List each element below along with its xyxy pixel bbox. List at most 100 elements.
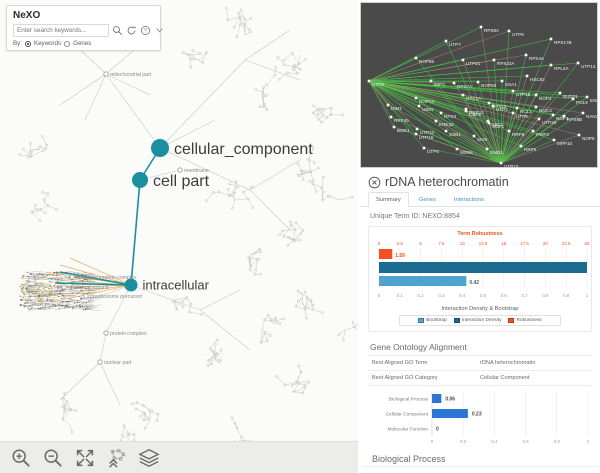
svg-text:0.1: 0.1: [397, 293, 404, 298]
gene-interaction-network-panel[interactable]: UTP9 NOP56 UTP7 RPS8A UTP6 RPS17B UTP21 RPS22A R…: [360, 2, 598, 168]
svg-text:ENP1: ENP1: [590, 98, 598, 103]
go-category-value: Cellular Component: [480, 375, 530, 381]
search-panel[interactable]: NeXO ? By:: [6, 5, 163, 51]
svg-text:RPS4A: RPS4A: [529, 56, 545, 61]
svg-text:NOP6: NOP6: [582, 136, 595, 141]
svg-text:mitochondrial part: mitochondrial part: [110, 72, 152, 78]
robustness-chart-title: Term Robustness: [457, 231, 503, 237]
svg-text:UTP9: UTP9: [372, 82, 384, 87]
help-icon[interactable]: ?: [140, 25, 151, 36]
svg-text:25: 25: [585, 241, 590, 246]
zoom-in-icon[interactable]: [10, 447, 32, 469]
svg-text:0.4: 0.4: [491, 439, 498, 444]
svg-text:0: 0: [378, 241, 381, 246]
selected-path-edges: [54, 147, 161, 286]
svg-text:ribonucleoprotein complex: ribonucleoprotein complex: [76, 275, 137, 281]
legend-label-robustness: Robustness: [516, 318, 542, 323]
tab-genes[interactable]: Genes: [418, 197, 436, 203]
svg-text:SSA1: SSA1: [505, 82, 517, 87]
radio-genes[interactable]: [64, 40, 71, 47]
legend-item-robustness: Robustness: [508, 318, 542, 323]
svg-text:intracellular: intracellular: [143, 278, 210, 293]
svg-text:22.5: 22.5: [562, 241, 571, 246]
robustness-bar-chart: 0 2.5 5 7.5 10 12.5 15 17.5 20 22.5 25 0 0.1 0.2 0.3 0.…: [378, 241, 590, 298]
go-alignment-bar-chart: 0 0.2 0.4 0.6 0.8 1 Biological Process 0.06 Cell…: [386, 391, 590, 444]
tab-interactions[interactable]: Interactions: [453, 197, 484, 203]
svg-text:NOP14: NOP14: [419, 99, 435, 104]
svg-text:0.8: 0.8: [542, 293, 549, 298]
density-axis-title: Interaction Density & Bootstrap: [441, 306, 519, 312]
svg-text:Cellular Component: Cellular Component: [386, 411, 429, 417]
svg-text:0: 0: [378, 293, 381, 298]
svg-text:12.5: 12.5: [479, 241, 488, 246]
gene-network-nodes[interactable]: UTP9 NOP56 UTP7 RPS8A UTP6 RPS17B UTP21 RPS22A R…: [367, 25, 598, 168]
gene-network-graph[interactable]: UTP9 NOP56 UTP7 RPS8A UTP6 RPS17B UTP21 RPS22A R…: [361, 3, 598, 168]
svg-text:1.59: 1.59: [395, 253, 405, 259]
zoom-out-icon[interactable]: [42, 447, 64, 469]
svg-text:?: ?: [144, 29, 147, 35]
ontology-graph[interactable]: mitochondrial part membrane protein comple…: [0, 0, 358, 473]
svg-text:2.5: 2.5: [397, 241, 404, 246]
svg-text:EMG1: EMG1: [490, 150, 503, 155]
legend-swatch-robustness: [508, 318, 515, 323]
collapse-network-icon[interactable]: [106, 447, 128, 469]
svg-text:BUD21: BUD21: [563, 94, 578, 99]
graph-toolbar[interactable]: [0, 441, 358, 473]
svg-text:0.42: 0.42: [469, 280, 479, 286]
refresh-icon[interactable]: [126, 25, 137, 36]
search-input[interactable]: [13, 24, 109, 37]
chevron-down-icon[interactable]: [154, 25, 165, 36]
legend-swatch-bootstrap: [418, 318, 425, 323]
term-detail-panel[interactable]: rDNA heterochromatin Summary Genes Inter…: [360, 170, 600, 473]
svg-text:0.06: 0.06: [445, 397, 455, 403]
svg-text:UTP20: UTP20: [542, 120, 557, 125]
svg-text:Molecular Function: Molecular Function: [387, 426, 428, 432]
svg-text:RPS1A: RPS1A: [466, 96, 482, 101]
legend-label-bootstrap: Bootstrap: [426, 318, 447, 323]
svg-text:UTP10: UTP10: [504, 164, 519, 168]
minor-node-group[interactable]: mitochondrial part membrane protein comple…: [61, 71, 209, 366]
go-alignment-heading: Gene Ontology Alignment: [370, 342, 467, 352]
tab-summary[interactable]: Summary: [368, 192, 409, 207]
detail-tabs[interactable]: Summary Genes Interactions: [360, 191, 600, 207]
svg-text:preribosome precursor: preribosome precursor: [90, 294, 142, 300]
svg-text:7.5: 7.5: [438, 241, 445, 246]
svg-text:0.6: 0.6: [523, 439, 530, 444]
svg-text:KRE33: KRE33: [439, 122, 454, 127]
svg-text:15: 15: [501, 241, 506, 246]
radio-keywords[interactable]: [24, 40, 31, 47]
unique-term-id: Unique Term ID: NEXO:8854: [370, 213, 460, 220]
svg-text:cellular_component: cellular_component: [174, 141, 313, 158]
svg-text:RPS9B: RPS9B: [567, 117, 582, 122]
svg-text:nuclear part: nuclear part: [104, 360, 132, 366]
svg-text:10: 10: [460, 241, 465, 246]
chart-legend: Bootstrap Interaction Density Robustness: [399, 315, 561, 326]
svg-text:protein complex: protein complex: [110, 331, 147, 337]
svg-text:UTP6: UTP6: [512, 32, 524, 37]
svg-text:CBF2: CBF2: [491, 122, 503, 127]
close-circle-icon[interactable]: [368, 176, 381, 189]
svg-text:RCL1: RCL1: [520, 109, 532, 114]
layers-icon[interactable]: [138, 447, 160, 469]
svg-text:NOP56: NOP56: [419, 59, 435, 64]
legend-label-interaction-density: Interaction Density: [461, 318, 502, 323]
svg-text:1: 1: [587, 439, 590, 444]
search-icon[interactable]: [112, 25, 123, 36]
svg-text:RRP45: RRP45: [394, 118, 409, 123]
svg-text:20: 20: [543, 241, 548, 246]
svg-text:RPS3: RPS3: [444, 114, 456, 119]
svg-text:RRP5: RRP5: [524, 147, 537, 152]
svg-text:0.7: 0.7: [522, 293, 529, 298]
svg-text:UTP8: UTP8: [427, 149, 439, 154]
svg-text:ribosomal subunit: ribosomal subunit: [68, 285, 109, 291]
svg-text:0.2: 0.2: [418, 293, 425, 298]
svg-text:UTP15: UTP15: [419, 135, 434, 140]
legend-swatch-interaction-density: [453, 318, 460, 323]
svg-text:RPS22A: RPS22A: [497, 61, 516, 66]
fit-screen-icon[interactable]: [74, 447, 96, 469]
svg-text:NOP1: NOP1: [556, 116, 569, 121]
svg-text:UB81: UB81: [422, 107, 434, 112]
ontology-tree-panel[interactable]: mitochondrial part membrane protein comple…: [0, 0, 358, 473]
